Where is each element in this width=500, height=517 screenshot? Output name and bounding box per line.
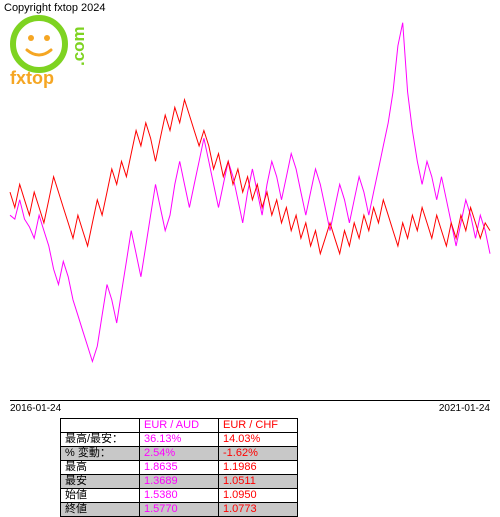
row-label: 最高 (61, 461, 140, 475)
row-value-2: 14.03% (219, 433, 298, 447)
table-row: 始値1.53801.0950 (61, 489, 298, 503)
table-row: 最高/最安：36.13%14.03% (61, 433, 298, 447)
row-label: 最高/最安： (61, 433, 140, 447)
row-value-2: 1.0773 (219, 503, 298, 517)
row-label: 終値 (61, 503, 140, 517)
table-row: 最高1.86351.1986 (61, 461, 298, 475)
table-row: 終値1.57701.0773 (61, 503, 298, 517)
row-label: % 変動： (61, 447, 140, 461)
table-header-blank (61, 419, 140, 433)
table-row: 最安1.36891.0511 (61, 475, 298, 489)
row-value-1: 36.13% (140, 433, 219, 447)
row-value-2: 1.1986 (219, 461, 298, 475)
x-axis (10, 400, 490, 401)
table-header-col2: EUR / CHF (219, 419, 298, 433)
row-value-1: 1.5770 (140, 503, 219, 517)
row-value-2: -1.62% (219, 447, 298, 461)
data-table: EUR / AUDEUR / CHF最高/最安：36.13%14.03%% 変動… (60, 418, 298, 517)
row-value-1: 1.8635 (140, 461, 219, 475)
row-value-1: 1.3689 (140, 475, 219, 489)
row-value-1: 1.5380 (140, 489, 219, 503)
row-value-2: 1.0511 (219, 475, 298, 489)
table-header-row: EUR / AUDEUR / CHF (61, 419, 298, 433)
row-value-2: 1.0950 (219, 489, 298, 503)
row-value-1: 2.54% (140, 447, 219, 461)
series-line (10, 100, 490, 254)
x-axis-start-label: 2016-01-24 (10, 403, 61, 414)
table-row: % 変動：2.54%-1.62% (61, 447, 298, 461)
x-axis-end-label: 2021-01-24 (439, 403, 490, 414)
line-chart (0, 0, 500, 400)
row-label: 始値 (61, 489, 140, 503)
series-line (10, 23, 490, 362)
row-label: 最安 (61, 475, 140, 489)
table-header-col1: EUR / AUD (140, 419, 219, 433)
